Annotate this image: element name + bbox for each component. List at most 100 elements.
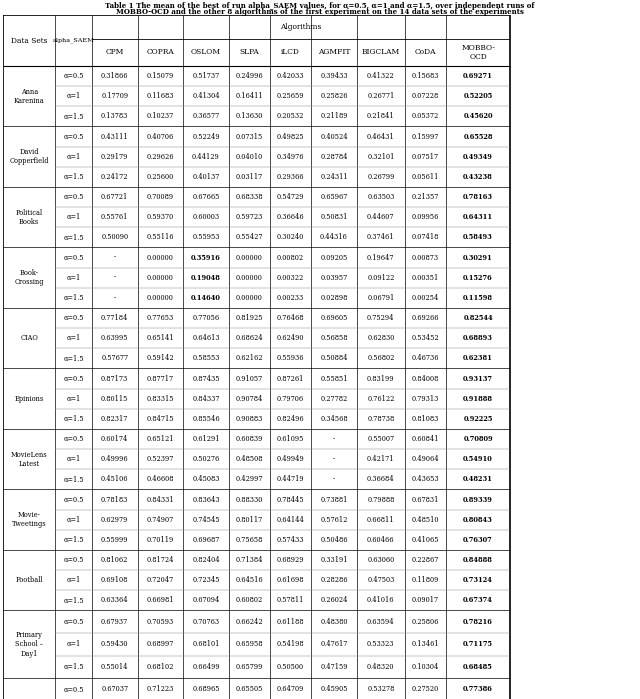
Text: 0.09017: 0.09017 (412, 596, 439, 605)
Text: 0.69108: 0.69108 (101, 576, 129, 584)
Text: 0.59723: 0.59723 (236, 213, 263, 221)
Text: 0.67721: 0.67721 (101, 193, 129, 201)
Text: 0.09956: 0.09956 (412, 213, 439, 221)
Text: 0.70119: 0.70119 (147, 536, 174, 544)
Text: 0.66981: 0.66981 (147, 596, 174, 605)
Text: -: - (113, 294, 116, 302)
Text: 0.69266: 0.69266 (412, 314, 439, 322)
Text: 0.65799: 0.65799 (236, 663, 263, 671)
Text: 0.30291: 0.30291 (463, 254, 493, 261)
Text: 0.78216: 0.78216 (463, 618, 493, 626)
Text: 0.67937: 0.67937 (101, 618, 129, 626)
Text: 0.71175: 0.71175 (463, 640, 493, 648)
Text: 0.25806: 0.25806 (412, 618, 439, 626)
Text: 0.44129: 0.44129 (192, 152, 220, 161)
Text: 0.84008: 0.84008 (412, 375, 439, 382)
Text: MOBBO-
OCD: MOBBO- OCD (461, 44, 495, 61)
Text: 0.80843: 0.80843 (463, 516, 493, 524)
Text: 0.67094: 0.67094 (192, 596, 220, 605)
Text: 0.60174: 0.60174 (101, 435, 129, 443)
Text: COPRA: COPRA (147, 48, 174, 57)
Text: 0.69605: 0.69605 (320, 314, 348, 322)
Text: 0.42997: 0.42997 (236, 475, 263, 484)
Text: α=1.5: α=1.5 (63, 663, 84, 671)
Text: 0.00873: 0.00873 (412, 254, 439, 261)
Text: 0.77386: 0.77386 (463, 686, 493, 693)
Text: 0.02898: 0.02898 (320, 294, 348, 302)
Text: 0.36684: 0.36684 (367, 475, 395, 484)
Text: 0.13783: 0.13783 (101, 113, 129, 120)
Text: Political
Books: Political Books (15, 208, 43, 226)
Text: 0.00233: 0.00233 (277, 294, 304, 302)
Text: 0.32101: 0.32101 (367, 152, 394, 161)
Text: 0.70763: 0.70763 (193, 618, 220, 626)
Text: 0.07517: 0.07517 (412, 152, 439, 161)
Text: 0.27520: 0.27520 (412, 686, 439, 693)
Text: 0.10237: 0.10237 (147, 113, 174, 120)
Text: 0.40524: 0.40524 (320, 133, 348, 140)
Text: 0.67665: 0.67665 (192, 193, 220, 201)
Text: 0.00802: 0.00802 (277, 254, 304, 261)
Text: 0.57811: 0.57811 (277, 596, 304, 605)
Text: iLCD: iLCD (281, 48, 300, 57)
Text: 0.74907: 0.74907 (147, 516, 174, 524)
Text: 0.84337: 0.84337 (192, 395, 220, 403)
Text: 0.45620: 0.45620 (463, 113, 493, 120)
Text: 0.11683: 0.11683 (147, 92, 174, 100)
Text: 0.26024: 0.26024 (320, 596, 348, 605)
Text: 0.67831: 0.67831 (412, 496, 439, 503)
Text: 0.40706: 0.40706 (147, 133, 174, 140)
Text: -: - (333, 455, 335, 463)
Text: 0.25600: 0.25600 (147, 173, 174, 181)
Text: 0.50486: 0.50486 (320, 536, 348, 544)
Text: 0.62381: 0.62381 (463, 354, 493, 362)
Text: 0.31866: 0.31866 (101, 72, 129, 80)
Text: 0.41304: 0.41304 (192, 92, 220, 100)
Text: 0.63503: 0.63503 (367, 193, 394, 201)
Text: 0.54729: 0.54729 (276, 193, 304, 201)
Text: 0.55014: 0.55014 (101, 663, 129, 671)
Text: 0.28286: 0.28286 (320, 576, 348, 584)
Text: 0.93137: 0.93137 (463, 375, 493, 382)
Text: 0.66242: 0.66242 (236, 618, 263, 626)
Text: 0.44607: 0.44607 (367, 213, 395, 221)
Text: 0.00000: 0.00000 (147, 254, 174, 261)
Text: 0.00000: 0.00000 (147, 294, 174, 302)
Text: 0.89339: 0.89339 (463, 496, 493, 503)
Text: 0.80117: 0.80117 (236, 516, 263, 524)
Text: 0.81724: 0.81724 (147, 556, 174, 564)
Text: 0.68624: 0.68624 (236, 334, 263, 343)
Text: 0.70089: 0.70089 (147, 193, 174, 201)
Text: 0.35916: 0.35916 (191, 254, 221, 261)
Text: 0.49825: 0.49825 (276, 133, 305, 140)
Text: 0.69271: 0.69271 (463, 72, 493, 80)
Text: 0.28784: 0.28784 (320, 152, 348, 161)
Text: 0.59430: 0.59430 (101, 640, 129, 648)
Text: 0.66811: 0.66811 (367, 516, 395, 524)
Text: 0.24996: 0.24996 (236, 72, 263, 80)
Text: 0.17709: 0.17709 (101, 92, 128, 100)
Text: 0.49349: 0.49349 (463, 152, 493, 161)
Text: 0.47617: 0.47617 (320, 640, 348, 648)
Text: 0.67037: 0.67037 (101, 686, 128, 693)
Text: 0.55851: 0.55851 (320, 375, 348, 382)
Text: 0.87435: 0.87435 (192, 375, 220, 382)
Text: 0.80115: 0.80115 (101, 395, 129, 403)
Text: α=1.5: α=1.5 (63, 294, 84, 302)
Text: 0.77184: 0.77184 (101, 314, 129, 322)
Text: 0.71384: 0.71384 (236, 556, 263, 564)
Text: α=1: α=1 (67, 640, 81, 648)
Text: -: - (333, 435, 335, 443)
Text: 0.04010: 0.04010 (236, 152, 263, 161)
Text: 0.65505: 0.65505 (236, 686, 263, 693)
Text: Algorithms: Algorithms (280, 23, 322, 31)
Text: α=1.5: α=1.5 (63, 173, 84, 181)
Text: 0.60839: 0.60839 (236, 435, 263, 443)
Text: 0.40137: 0.40137 (192, 173, 220, 181)
Text: Football: Football (15, 576, 43, 584)
Text: 0.87173: 0.87173 (101, 375, 129, 382)
Text: 0.55761: 0.55761 (101, 213, 129, 221)
Text: α=0.5: α=0.5 (63, 686, 84, 693)
Text: 0.26799: 0.26799 (367, 173, 394, 181)
Text: Primary
School –
Day1: Primary School – Day1 (15, 631, 44, 658)
